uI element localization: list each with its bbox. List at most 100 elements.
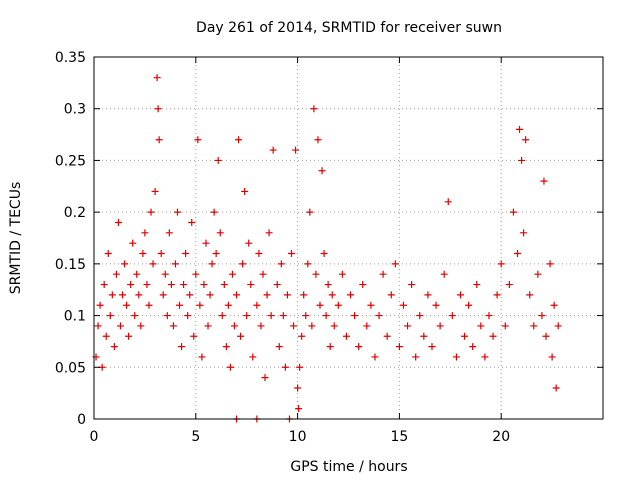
data-point xyxy=(257,322,265,330)
data-point xyxy=(269,146,277,154)
data-point xyxy=(379,270,387,278)
data-point xyxy=(253,301,261,309)
data-point xyxy=(204,322,212,330)
data-point xyxy=(538,312,546,320)
data-point xyxy=(184,312,192,320)
data-point xyxy=(112,270,120,278)
data-point xyxy=(220,281,228,289)
y-tick-label: 0.35 xyxy=(55,50,86,66)
plot-frame xyxy=(93,56,604,420)
data-point xyxy=(169,322,177,330)
data-point xyxy=(375,312,383,320)
data-point xyxy=(296,363,304,371)
data-point xyxy=(96,301,104,309)
data-point xyxy=(328,291,336,299)
data-point xyxy=(137,322,145,330)
data-point xyxy=(552,384,560,392)
data-point xyxy=(273,281,281,289)
data-point xyxy=(249,353,257,361)
data-point xyxy=(145,301,153,309)
data-point xyxy=(188,218,196,226)
data-point xyxy=(233,291,241,299)
data-point xyxy=(200,281,208,289)
data-point xyxy=(127,281,135,289)
data-point xyxy=(294,384,302,392)
data-point xyxy=(399,301,407,309)
data-point xyxy=(347,291,355,299)
data-point xyxy=(300,291,308,299)
data-point xyxy=(448,312,456,320)
data-point xyxy=(424,291,432,299)
data-point xyxy=(176,301,184,309)
data-point xyxy=(114,218,122,226)
data-point xyxy=(283,291,291,299)
y-tick-label: 0.3 xyxy=(64,102,86,118)
data-point xyxy=(151,187,159,195)
data-point xyxy=(245,239,253,247)
data-point xyxy=(330,322,338,330)
data-point xyxy=(306,208,314,216)
data-point xyxy=(239,260,247,268)
data-point xyxy=(106,312,114,320)
y-tick-label: 0.05 xyxy=(55,360,86,376)
data-point xyxy=(516,125,524,133)
data-point xyxy=(133,270,141,278)
data-point xyxy=(165,229,173,237)
x-tick-label: 15 xyxy=(390,429,408,445)
data-point xyxy=(477,322,485,330)
data-point xyxy=(277,260,285,268)
data-point xyxy=(218,312,226,320)
data-point xyxy=(131,312,139,320)
data-point xyxy=(198,353,206,361)
data-point xyxy=(363,322,371,330)
data-point xyxy=(456,291,464,299)
data-point xyxy=(190,332,198,340)
data-point xyxy=(452,353,460,361)
data-point xyxy=(171,260,179,268)
data-point xyxy=(279,312,287,320)
data-point xyxy=(94,322,102,330)
data-point xyxy=(275,343,283,351)
data-point xyxy=(259,270,267,278)
data-point xyxy=(308,322,316,330)
data-point xyxy=(351,312,359,320)
data-point xyxy=(149,260,157,268)
data-point xyxy=(135,291,143,299)
data-point xyxy=(263,291,271,299)
data-point xyxy=(546,260,554,268)
data-point xyxy=(186,291,194,299)
data-point xyxy=(416,312,424,320)
data-point xyxy=(230,322,238,330)
data-point xyxy=(155,136,163,144)
data-point xyxy=(314,136,322,144)
data-point xyxy=(298,332,306,340)
data-point xyxy=(261,374,269,382)
data-point xyxy=(121,260,129,268)
data-point xyxy=(243,312,251,320)
data-point xyxy=(287,250,295,258)
data-point xyxy=(159,291,167,299)
data-point xyxy=(139,250,147,258)
data-point xyxy=(216,229,224,237)
data-point xyxy=(485,312,493,320)
data-point xyxy=(178,343,186,351)
data-point xyxy=(501,322,509,330)
data-point xyxy=(235,136,243,144)
data-point xyxy=(208,260,216,268)
data-point xyxy=(290,322,298,330)
points-layer xyxy=(92,74,562,423)
data-point xyxy=(210,208,218,216)
data-point xyxy=(324,281,332,289)
data-point xyxy=(440,270,448,278)
data-point xyxy=(123,301,131,309)
x-tick-label: 5 xyxy=(191,429,200,445)
data-point xyxy=(116,322,124,330)
y-tick-label: 0 xyxy=(77,412,86,428)
data-point xyxy=(226,363,234,371)
data-point xyxy=(391,260,399,268)
data-point xyxy=(310,105,318,113)
data-point xyxy=(408,281,416,289)
data-point xyxy=(465,301,473,309)
